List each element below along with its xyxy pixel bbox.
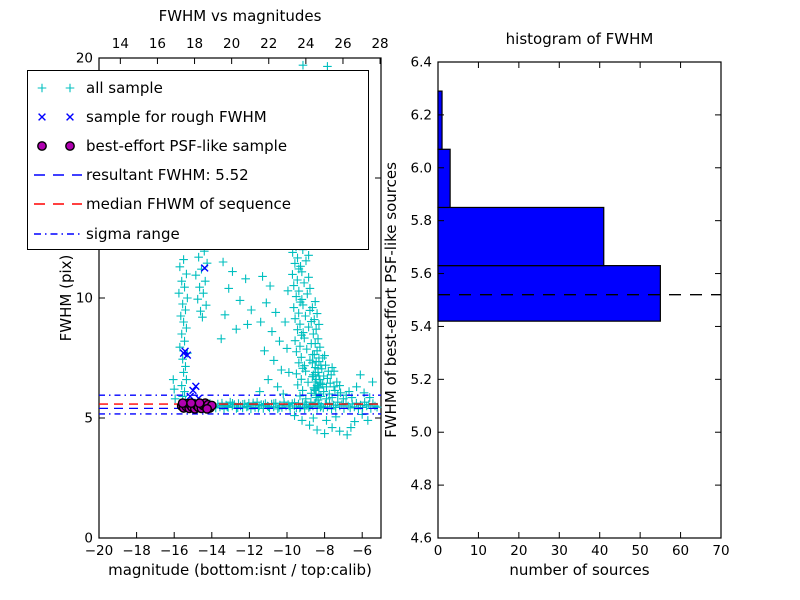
svg-text:18: 18 (186, 36, 203, 52)
histogram-ylabel: FWHM of best-effort PSF-like sources (382, 162, 400, 438)
histogram-bar (437, 148, 451, 209)
legend-item-resultant-fwhm: resultant FWHM: 5.52 (28, 161, 368, 190)
legend-label: sigma range (86, 224, 180, 243)
scatter-ticks: −20 −18 −16 −14 −12 −10 −8 −6 14 16 18 20 22 24 26 28 0 5… (76, 36, 389, 559)
svg-text:20: 20 (76, 51, 93, 67)
svg-text:40: 40 (591, 543, 608, 559)
svg-text:−20: −20 (85, 543, 114, 559)
svg-text:14: 14 (112, 36, 129, 52)
legend-label: best-effort PSF-like sample (86, 136, 288, 155)
svg-text:−14: −14 (198, 543, 227, 559)
svg-text:6.0: 6.0 (411, 160, 432, 176)
histogram-title: histogram of FWHM (505, 30, 654, 48)
legend: all sample sample for rough FWHM best-ef… (27, 70, 369, 250)
svg-text:22: 22 (260, 36, 277, 52)
legend-label: median FHWM of sequence (86, 195, 291, 214)
legend-marker-circle-icon (37, 141, 75, 151)
histogram-ticks: 0 10 20 30 40 50 60 70 4.6 4.8 5.0 5.2 5.4 5.6 5.8 6.0 6… (411, 55, 730, 560)
histogram-bar (437, 206, 605, 267)
legend-item-median-fhwm: median FHWM of sequence (28, 190, 368, 219)
svg-text:5.0: 5.0 (411, 425, 432, 441)
svg-text:10: 10 (76, 291, 93, 307)
svg-text:−6: −6 (352, 543, 372, 559)
svg-text:4.8: 4.8 (411, 478, 432, 494)
svg-text:5.2: 5.2 (411, 372, 432, 388)
svg-text:6.2: 6.2 (411, 107, 432, 123)
svg-text:5.4: 5.4 (411, 319, 432, 335)
svg-text:−16: −16 (160, 543, 189, 559)
svg-text:30: 30 (551, 543, 568, 559)
svg-text:−8: −8 (315, 543, 335, 559)
svg-text:20: 20 (510, 543, 527, 559)
svg-text:6.4: 6.4 (411, 55, 432, 71)
scatter-title: FWHM vs magnitudes (158, 7, 322, 25)
histogram-bar (437, 265, 661, 322)
svg-text:−12: −12 (235, 543, 264, 559)
legend-item-rough-fwhm: sample for rough FWHM (28, 102, 368, 131)
svg-text:60: 60 (672, 543, 689, 559)
svg-text:−10: −10 (273, 543, 302, 559)
svg-text:26: 26 (334, 36, 351, 52)
scatter-xlabel: magnitude (bottom:isnt / top:calib) (108, 561, 372, 579)
svg-text:4.6: 4.6 (411, 531, 432, 547)
legend-marker-plus-icon (37, 83, 75, 92)
legend-marker-dashdot-line-icon (34, 232, 82, 235)
scatter-hlines (99, 394, 381, 415)
legend-label: sample for rough FWHM (86, 107, 267, 126)
scatter-ylabel: FWHM (pix) (57, 254, 75, 342)
scatter-points-psf-sample (176, 398, 217, 414)
legend-item-sigma-range: sigma range (28, 219, 368, 248)
histogram-bar (437, 90, 443, 150)
svg-text:5: 5 (84, 411, 93, 427)
legend-item-psf-sample: best-effort PSF-like sample (28, 131, 368, 160)
histogram-bars (437, 90, 661, 322)
svg-text:20: 20 (223, 36, 240, 52)
svg-text:5.6: 5.6 (411, 266, 432, 282)
legend-label: all sample (86, 78, 163, 97)
svg-text:−18: −18 (122, 543, 151, 559)
legend-marker-dashed-line-icon (34, 174, 82, 176)
svg-text:50: 50 (632, 543, 649, 559)
legend-marker-dashed-line-icon (34, 203, 82, 206)
svg-text:0: 0 (434, 543, 443, 559)
svg-text:70: 70 (712, 543, 729, 559)
svg-text:16: 16 (149, 36, 166, 52)
legend-item-all-sample: all sample (28, 73, 368, 102)
svg-text:24: 24 (297, 36, 314, 52)
svg-text:10: 10 (470, 543, 487, 559)
legend-label: resultant FWHM: 5.52 (86, 166, 249, 185)
svg-text:5.8: 5.8 (411, 213, 432, 229)
legend-marker-x-icon (38, 112, 74, 121)
histogram-xlabel: number of sources (509, 561, 650, 579)
svg-text:28: 28 (371, 36, 388, 52)
svg-text:0: 0 (84, 531, 93, 547)
